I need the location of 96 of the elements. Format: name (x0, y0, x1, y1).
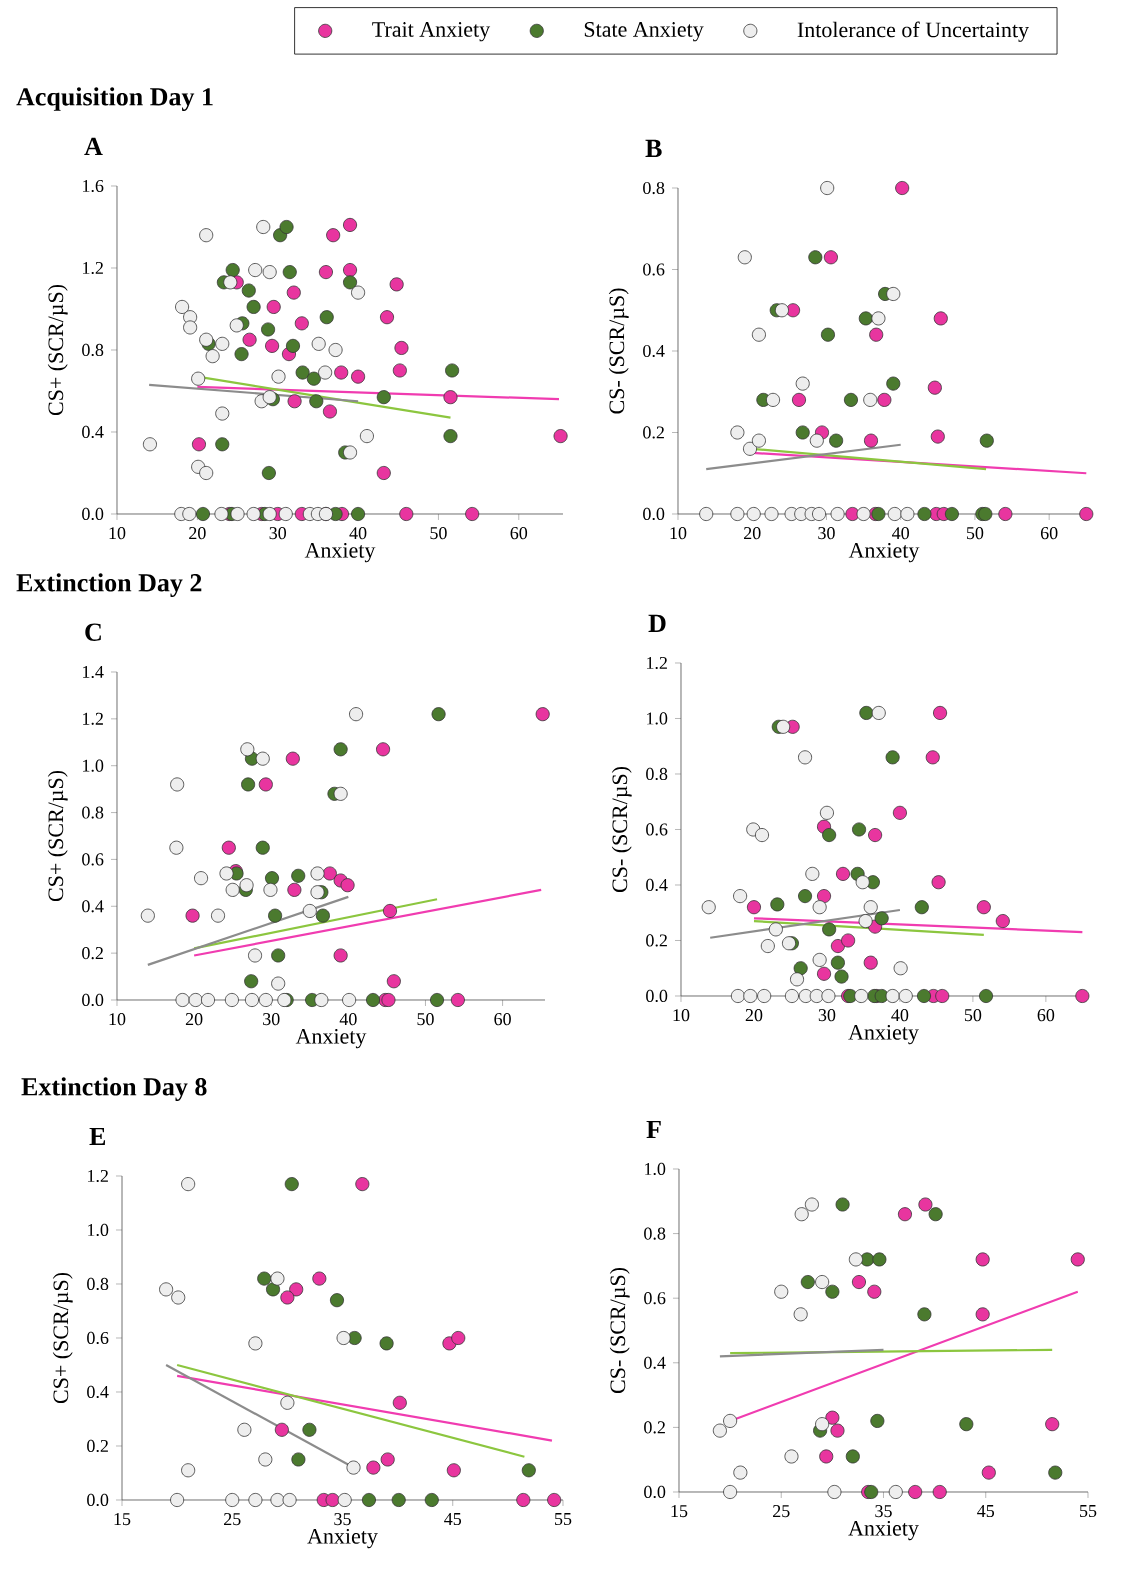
y-tick-label: 0.0 (87, 1493, 109, 1507)
x-axis-title: Anxiety (848, 542, 920, 563)
x-tick-label: 15 (671, 1505, 688, 1518)
y-tick-label: 1.0 (645, 1162, 666, 1176)
x-axis-title: Anxiety (307, 1528, 378, 1549)
y-tick-label: 0.8 (87, 1277, 109, 1291)
y-tick-label: 0.0 (643, 507, 665, 521)
y-tick-label: 0.4 (87, 1385, 109, 1399)
chart-title: A (84, 137, 103, 155)
y-tick-label: 0.8 (646, 767, 668, 781)
x-tick-label: 50 (417, 1013, 434, 1026)
y-tick-label: 0.6 (644, 1292, 666, 1305)
y-tick-label: 0.2 (643, 426, 664, 439)
x-tick-label: 55 (555, 1513, 572, 1526)
y-tick-label: 1.4 (83, 665, 104, 679)
x-tick-label: 45 (977, 1505, 995, 1518)
text: Extinction Day 8 (21, 1077, 207, 1101)
chart-title: E (89, 1127, 106, 1145)
x-tick-label: 20 (185, 1013, 203, 1026)
y-tick-label: 0.2 (644, 1421, 665, 1434)
x-axis-title: Anxiety (295, 1028, 367, 1049)
x-tick-label: 60 (1040, 527, 1058, 540)
x-tick-label: 10 (109, 527, 126, 540)
y-tick-label: 0.6 (87, 1331, 109, 1345)
y-tick-label: 1.6 (83, 179, 104, 193)
y-tick-label: 0.2 (646, 934, 667, 947)
y-axis-title: CS+ (SCR/µS) (52, 1272, 73, 1404)
y-axis-title: CS+ (SCR/µS) (47, 770, 68, 902)
x-tick-label: 25 (773, 1505, 790, 1518)
y-tick-label: 0.2 (82, 947, 103, 960)
y-tick-label: 0.0 (82, 993, 104, 1007)
y-tick-label: 0.4 (82, 425, 104, 439)
x-tick-label: 60 (510, 527, 528, 540)
text: Extinction Day 2 (16, 573, 202, 597)
x-tick-label: 20 (745, 1009, 763, 1022)
x-tick-label: 15 (114, 1513, 131, 1526)
y-tick-label: 0.0 (82, 507, 104, 521)
x-tick-label: 10 (670, 527, 687, 540)
x-tick-label: 10 (109, 1013, 126, 1026)
y-tick-label: 1.2 (83, 261, 103, 275)
x-tick-label: 30 (269, 527, 287, 540)
y-tick-label: 0.8 (643, 181, 665, 195)
y-tick-label: 1.0 (647, 712, 668, 725)
x-tick-label: 60 (1037, 1009, 1055, 1022)
y-tick-label: 1.0 (88, 1223, 109, 1237)
y-tick-label: 0.8 (644, 1227, 666, 1240)
y-tick-label: 0.0 (646, 989, 668, 1003)
y-axis-title: CS- (SCR/µS) (608, 288, 629, 414)
y-tick-label: 0.2 (87, 1439, 108, 1453)
x-tick-label: 40 (339, 1013, 357, 1026)
y-tick-label: 0.8 (82, 343, 104, 357)
y-tick-label: 0.4 (643, 344, 665, 358)
chart-title: B (645, 139, 662, 157)
x-tick-label: 50 (966, 527, 984, 540)
x-tick-label: 40 (891, 1009, 909, 1022)
x-axis-title: Anxiety (848, 1520, 919, 1541)
y-axis-title: CS- (SCR/µS) (611, 766, 632, 893)
y-tick-label: 1.2 (647, 656, 667, 670)
y-tick-label: 0.4 (82, 900, 104, 913)
x-tick-label: 10 (673, 1009, 690, 1022)
y-tick-label: 0.6 (646, 823, 668, 836)
x-tick-label: 60 (494, 1013, 511, 1026)
y-tick-label: 0.6 (643, 263, 665, 276)
x-tick-label: 55 (1080, 1505, 1097, 1518)
y-tick-label: 0.0 (644, 1485, 666, 1499)
x-tick-label: 40 (892, 527, 910, 540)
chart-title: F (646, 1120, 661, 1138)
y-axis-title: CS- (SCR/µS) (609, 1267, 630, 1394)
x-tick-label: 40 (349, 527, 367, 540)
x-tick-label: 50 (430, 527, 447, 540)
x-tick-label: 30 (818, 1009, 836, 1022)
y-axis-title: CS+ (SCR/µS) (47, 284, 68, 416)
x-tick-label: 25 (224, 1513, 241, 1526)
x-tick-label: 30 (818, 527, 835, 540)
y-tick-label: 0.4 (646, 878, 668, 892)
x-axis-title: Anxiety (304, 542, 376, 563)
y-tick-label: 0.8 (82, 806, 104, 819)
chart-title: C (85, 623, 101, 641)
y-tick-label: 1.0 (83, 759, 104, 772)
x-tick-label: 50 (964, 1009, 982, 1022)
x-tick-label: 20 (744, 527, 761, 540)
y-tick-label: 0.6 (82, 853, 104, 866)
text: Acquisition Day 1 (16, 87, 213, 111)
x-tick-label: 35 (334, 1513, 351, 1526)
x-tick-label: 30 (263, 1013, 280, 1026)
legend-label: Trait Anxiety (372, 22, 491, 42)
legend-label: Intolerance of Uncertainty (797, 21, 1029, 42)
x-tick-label: 20 (189, 527, 206, 540)
y-tick-label: 1.2 (88, 1169, 108, 1183)
x-tick-label: 45 (444, 1513, 462, 1526)
x-axis-title: Anxiety (848, 1024, 919, 1045)
x-tick-label: 35 (875, 1505, 892, 1518)
y-tick-label: 1.2 (83, 712, 103, 725)
y-tick-label: 0.4 (644, 1356, 666, 1369)
legend-label: State Anxiety (584, 22, 704, 42)
chart-title: D (648, 614, 666, 632)
